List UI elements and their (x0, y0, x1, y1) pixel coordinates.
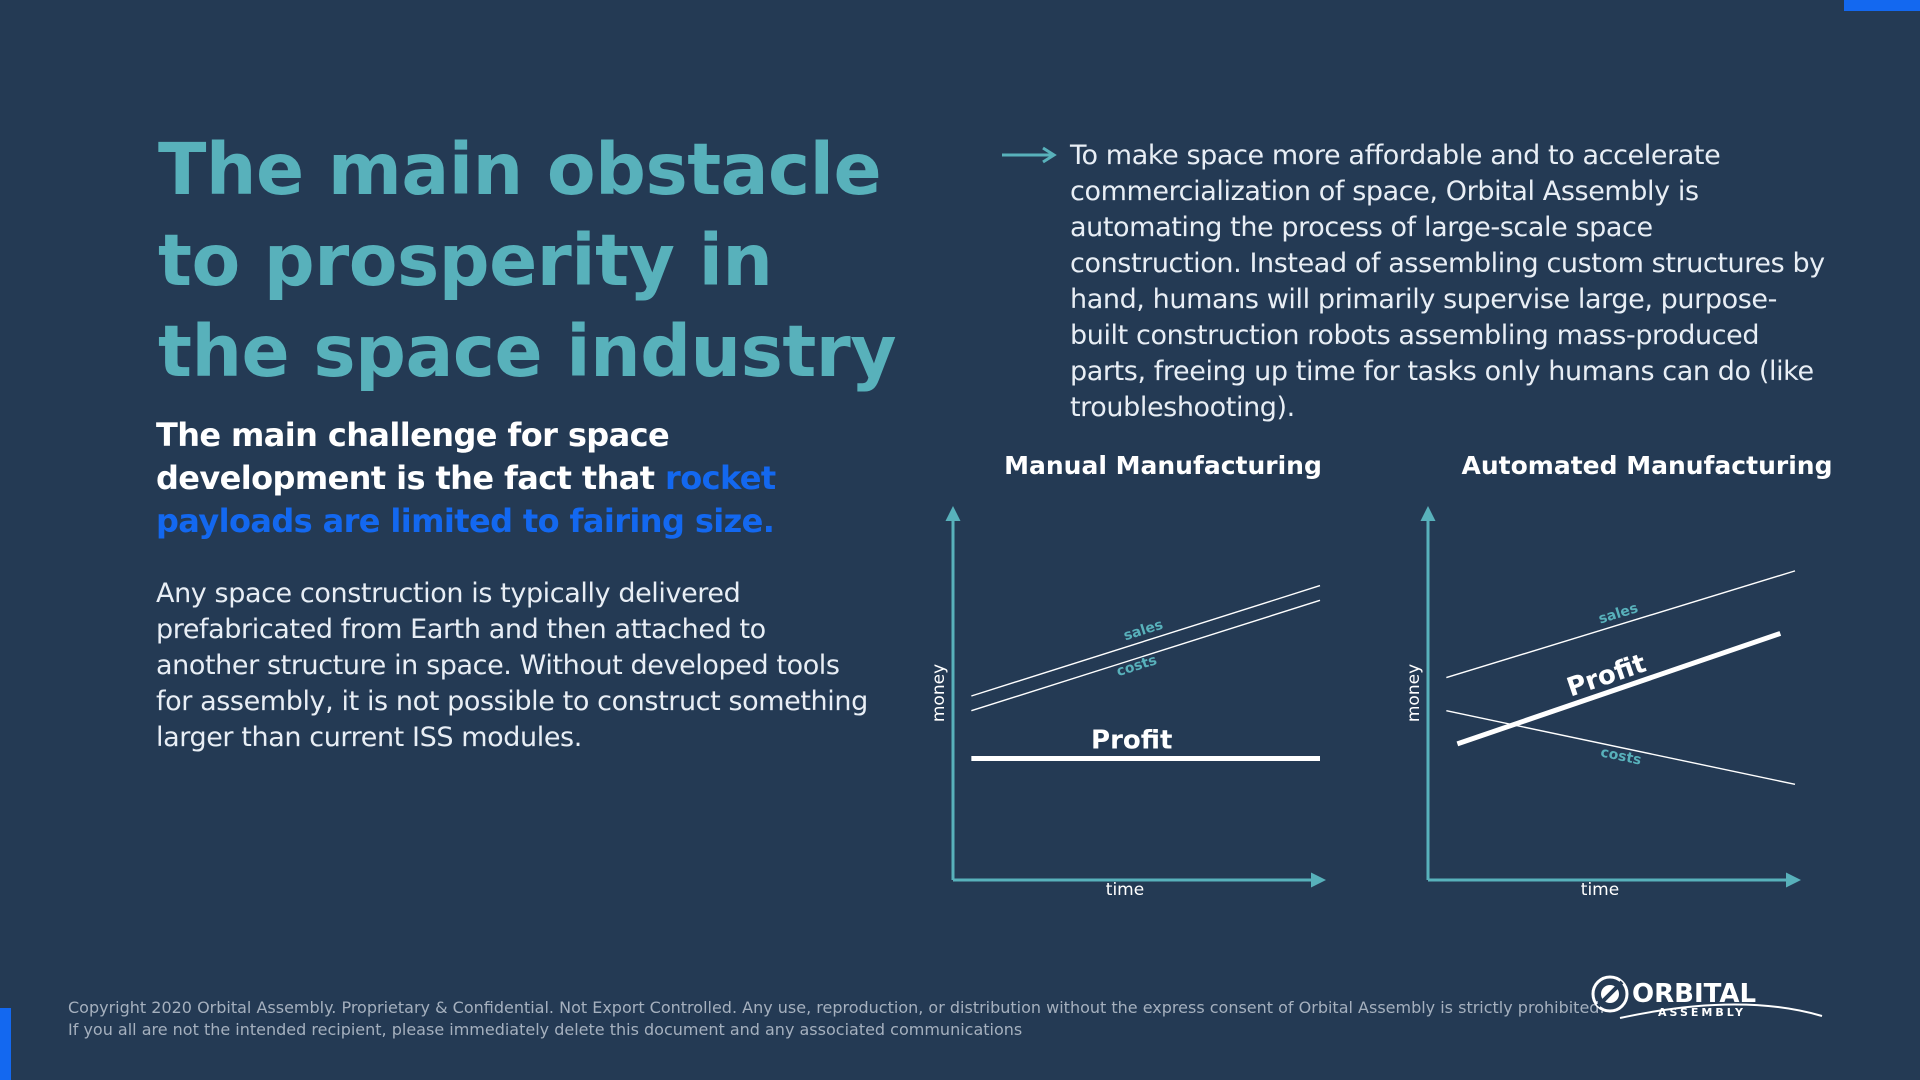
title-line: the space industry (158, 310, 897, 393)
series-line-costs (971, 599, 1321, 712)
body-paragraph: Any space construction is typically deli… (156, 578, 868, 753)
title-line: The main obstacle (158, 128, 882, 211)
page-title: The main obstacle to prosperity in the s… (158, 124, 897, 397)
automation-description: To make space more affordable and to acc… (1070, 140, 1825, 423)
series-label-sales: sales (1122, 617, 1165, 644)
left-accent-bar (0, 1008, 11, 1080)
series-line-profit (1456, 631, 1782, 747)
chart-marks: sales costs Profit (971, 584, 1321, 762)
series-line-sales (971, 584, 1321, 697)
arrow-right-icon (1002, 146, 1057, 164)
series-label-costs: costs (1115, 652, 1159, 680)
challenge-prefix: The main challenge for space development… (156, 416, 670, 497)
series-label-profit: Profit (1091, 726, 1172, 756)
x-axis-label: time (1106, 880, 1144, 900)
orbital-assembly-logo: ORBITAL ASSEMBLY (1591, 975, 1823, 1019)
y-axis-label: money (1404, 664, 1424, 722)
title-line: to prosperity in (158, 219, 773, 302)
logo-word: ASSEMBLY (1658, 1006, 1746, 1019)
footer-line: Copyright 2020 Orbital Assembly. Proprie… (68, 998, 1605, 1017)
series-line-sales (1446, 570, 1796, 679)
y-axis-label: money (929, 664, 949, 722)
top-accent-bar (1844, 0, 1920, 11)
series-label-sales: sales (1597, 600, 1640, 627)
challenge-statement: The main challenge for space development… (156, 414, 856, 543)
chart-title: Manual Manufacturing (1004, 451, 1322, 480)
manual-manufacturing-chart: Manual Manufacturing time money sales cos… (929, 451, 1326, 900)
copyright-footer: Copyright 2020 Orbital Assembly. Proprie… (68, 997, 1605, 1041)
x-axis-label: time (1581, 880, 1619, 900)
series-label-costs: costs (1599, 744, 1643, 768)
challenge-highlight: rocket payloads are limited to fairing s… (156, 459, 776, 540)
footer-line: If you all are not the intended recipien… (68, 1020, 1023, 1039)
series-line-costs (1446, 710, 1796, 786)
chart-title: Automated Manufacturing (1462, 451, 1833, 480)
automated-manufacturing-chart: Automated Manufacturing time money sales… (1404, 451, 1832, 900)
